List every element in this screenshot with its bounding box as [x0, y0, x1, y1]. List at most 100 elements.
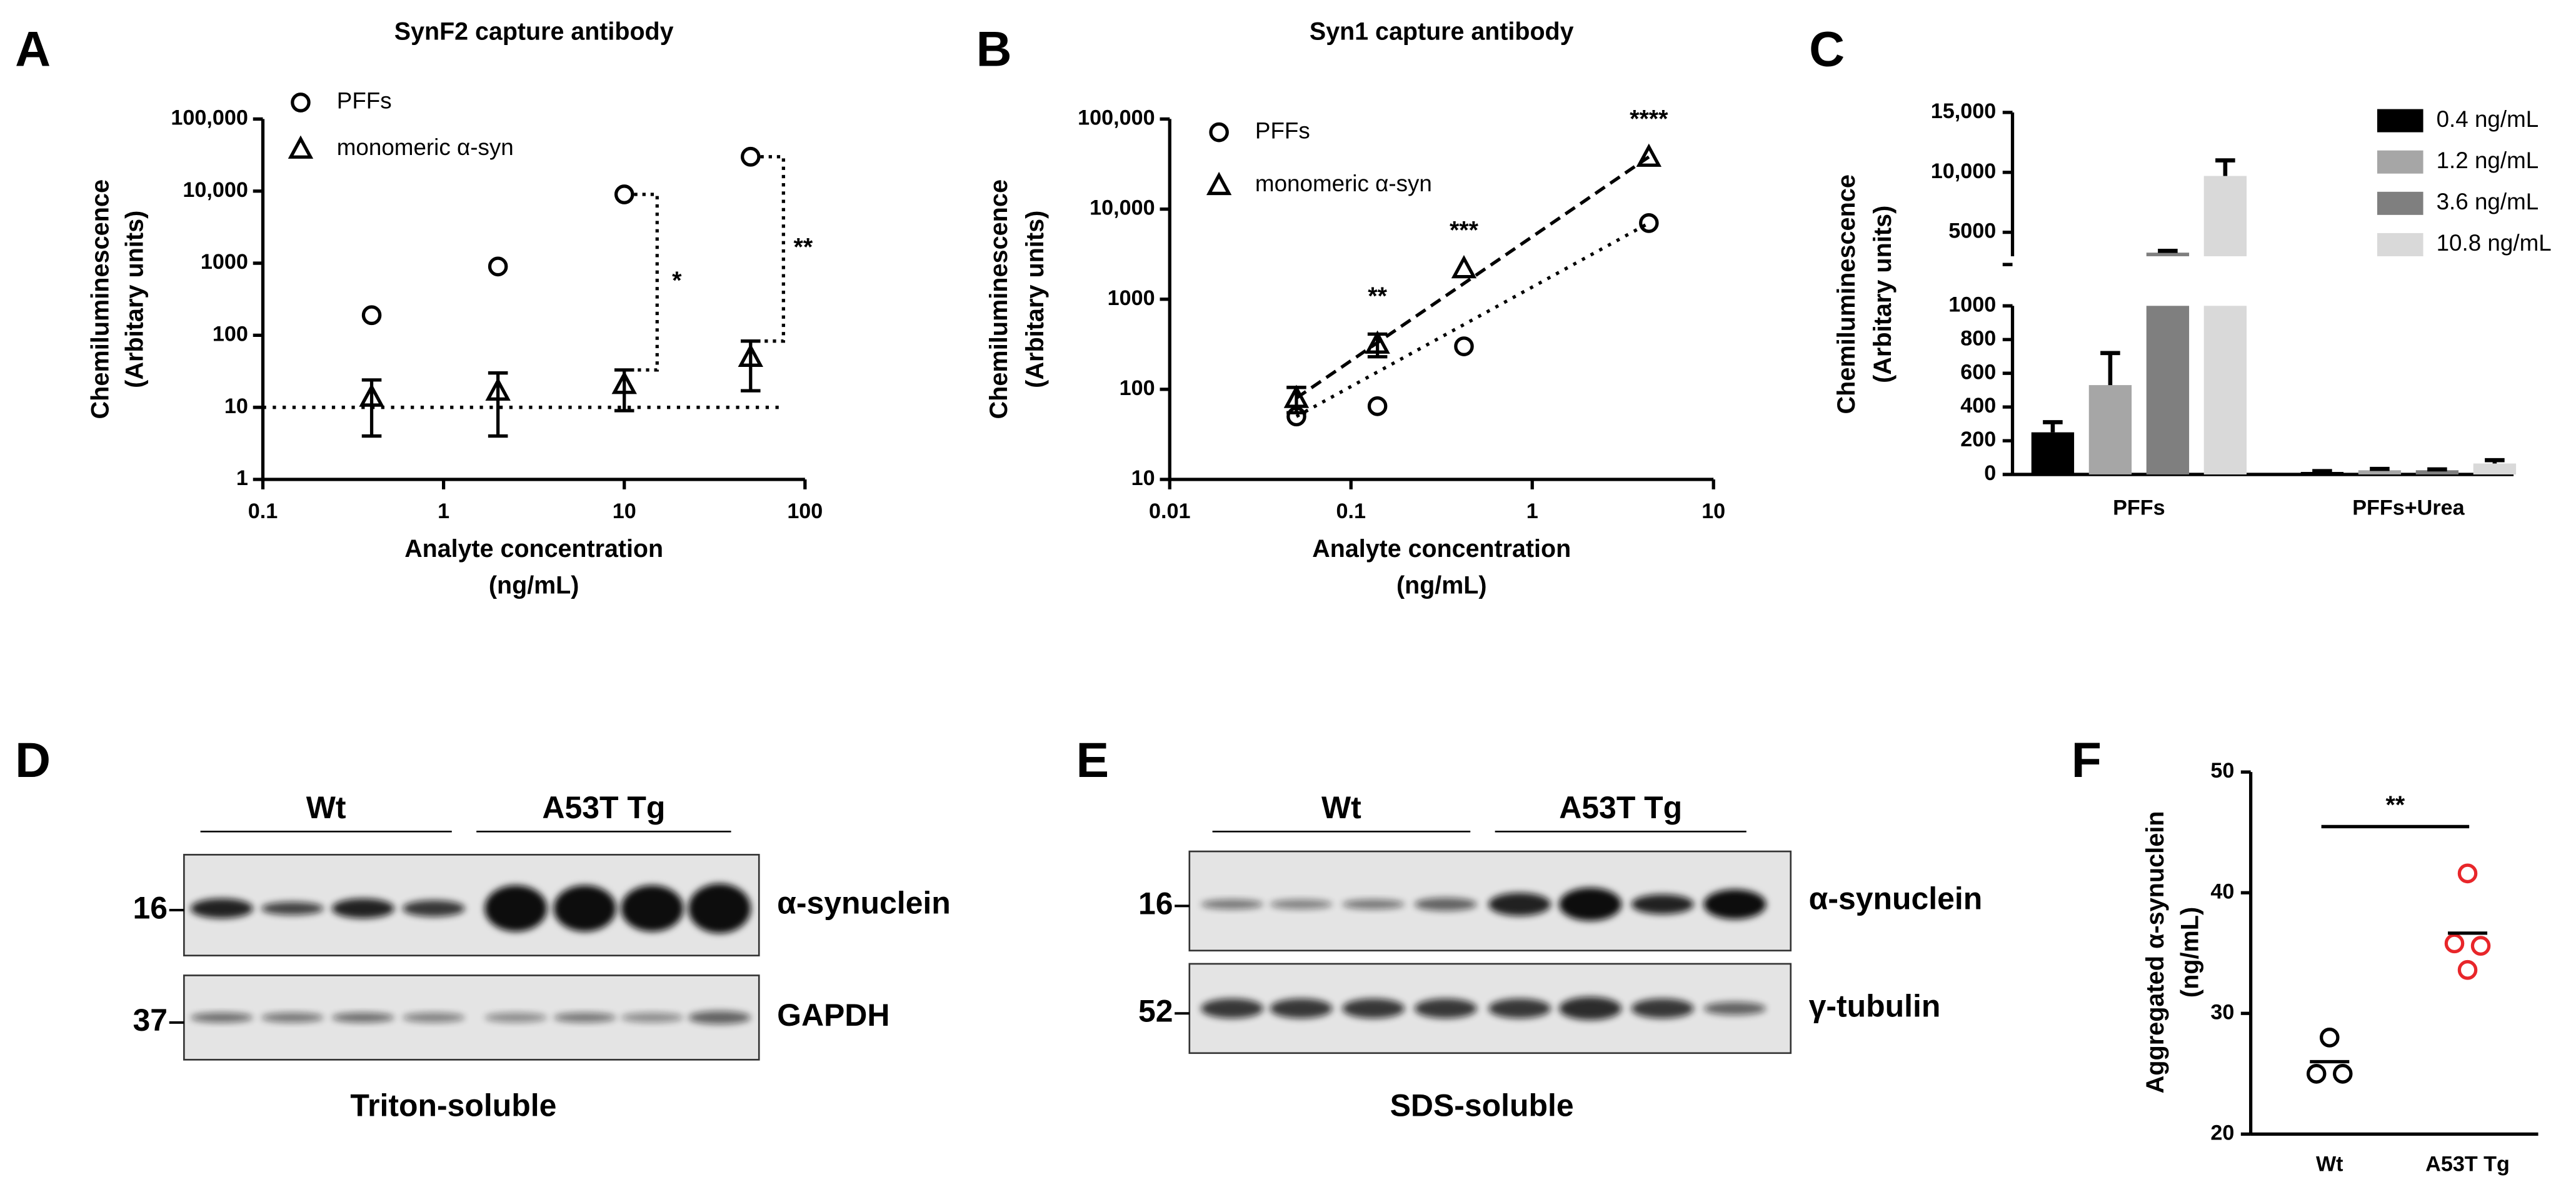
blot-band — [1559, 888, 1622, 921]
bar — [2300, 472, 2344, 475]
legend-label: 0.4 ng/mL — [2437, 106, 2539, 132]
x-axis-label: (ng/mL) — [489, 571, 579, 599]
y-tick-label: 10,000 — [183, 178, 248, 202]
blot-band — [1270, 899, 1333, 909]
x-axis-label: Analyte concentration — [1312, 535, 1571, 563]
blot-band — [331, 898, 394, 919]
blot-band — [190, 1012, 253, 1023]
blot-band — [688, 1011, 751, 1024]
blot-band — [1703, 889, 1767, 919]
mw-marker: 37 — [133, 1003, 168, 1038]
mw-marker: 16 — [1138, 886, 1173, 921]
blot-band — [688, 883, 751, 934]
marker-circle — [361, 305, 382, 326]
panel-letter: C — [1809, 21, 1845, 76]
x-tick-label: 0.1 — [1336, 499, 1366, 523]
y-tick-label: 20 — [2210, 1121, 2234, 1144]
y-tick-label: 15,000 — [1931, 99, 1996, 123]
chart-title: SynF2 capture antibody — [394, 18, 674, 45]
significance-bracket — [760, 155, 785, 343]
row-label: γ-tubulin — [1809, 988, 1941, 1023]
blot-band — [1631, 894, 1694, 914]
x-tick-label: 10 — [1701, 499, 1725, 523]
y-tick-label: 50 — [2210, 759, 2234, 783]
y-tick-label: 1000 — [201, 250, 248, 274]
y-tick-label: 1000 — [1108, 286, 1155, 310]
y-tick-label: 10,000 — [1090, 196, 1155, 220]
x-axis-label: Analyte concentration — [404, 535, 663, 563]
y-tick-label: 30 — [2210, 1000, 2234, 1024]
panel-letter: B — [976, 21, 1012, 76]
group-label: A53T Tg — [1559, 790, 1682, 825]
panel-letter: A — [15, 21, 51, 76]
x-tick-label: 1 — [438, 499, 449, 523]
mw-marker: 16 — [133, 890, 168, 925]
y-axis-label: Aggregated α-synuclein — [2142, 811, 2169, 1093]
bar — [2358, 470, 2402, 475]
blot-band — [1201, 899, 1264, 909]
blot-title: Triton-soluble — [350, 1088, 556, 1123]
error-bar — [2043, 420, 2063, 433]
legend-marker — [291, 93, 311, 113]
marker-circle — [488, 256, 508, 277]
blot-band — [484, 1012, 548, 1023]
dot — [2320, 1028, 2340, 1048]
marker-triangle — [738, 343, 763, 367]
panel-letter: E — [1076, 732, 1109, 788]
dot — [2333, 1063, 2353, 1084]
y-axis-label: Chemiluminescence — [1833, 174, 1860, 414]
legend-label: monomeric α-syn — [1255, 171, 1432, 196]
marker-triangle — [485, 377, 511, 401]
error-bar — [2427, 467, 2447, 472]
y-tick-label: 10,000 — [1931, 159, 1996, 183]
legend-swatch — [2377, 233, 2423, 256]
y-tick-label: 100,000 — [171, 106, 248, 129]
blot-title: SDS-soluble — [1390, 1088, 1574, 1123]
blot-band — [1559, 996, 1622, 1020]
blot-band — [1270, 998, 1333, 1019]
panel-letter: F — [2072, 732, 2102, 788]
row-label: GAPDH — [777, 998, 890, 1033]
significance-bracket — [634, 193, 659, 372]
bar-upper — [2203, 176, 2247, 256]
blot-band — [553, 885, 616, 932]
error-bar — [2158, 249, 2178, 253]
bar — [2203, 306, 2247, 475]
blot-band — [190, 898, 253, 919]
bar — [2415, 470, 2459, 475]
legend-marker — [1206, 171, 1232, 196]
y-axis-label: (Arbitary units) — [1869, 206, 1897, 383]
x-tick-label: 100 — [787, 499, 823, 523]
y-axis-label: (Arbitary units) — [121, 211, 149, 388]
y-tick-label: 800 — [1960, 326, 1996, 350]
blot-band — [1631, 998, 1694, 1019]
group-label: Wt — [1321, 790, 1361, 825]
significance-label: **** — [1630, 105, 1668, 133]
legend-label: monomeric α-syn — [337, 134, 514, 160]
y-axis-label: Chemiluminescence — [985, 179, 1013, 419]
x-tick-label: 0.01 — [1149, 499, 1190, 523]
error-bar — [2312, 469, 2332, 473]
blot-band — [1201, 998, 1264, 1019]
legend-marker — [1209, 122, 1229, 143]
legend-label: PFFs — [337, 88, 392, 114]
panel-letter: D — [15, 732, 51, 788]
bar — [2088, 385, 2132, 475]
error-bar — [2370, 466, 2390, 471]
x-tick-label: Wt — [2316, 1153, 2343, 1176]
marker-triangle — [1283, 384, 1310, 408]
x-tick-label: PFFs — [2113, 496, 2165, 520]
legend-swatch — [2377, 191, 2423, 215]
marker-circle — [1639, 213, 1659, 233]
row-label: α-synuclein — [777, 885, 951, 920]
row-label: α-synuclein — [1809, 881, 1983, 916]
marker-circle — [741, 146, 761, 167]
marker-triangle — [359, 383, 384, 407]
dot — [2470, 936, 2491, 956]
blot-band — [621, 1012, 684, 1023]
blot-band — [484, 885, 548, 932]
marker-triangle — [1636, 143, 1662, 167]
x-axis-label: (ng/mL) — [1396, 571, 1486, 599]
x-tick-label: 1 — [1526, 499, 1538, 523]
